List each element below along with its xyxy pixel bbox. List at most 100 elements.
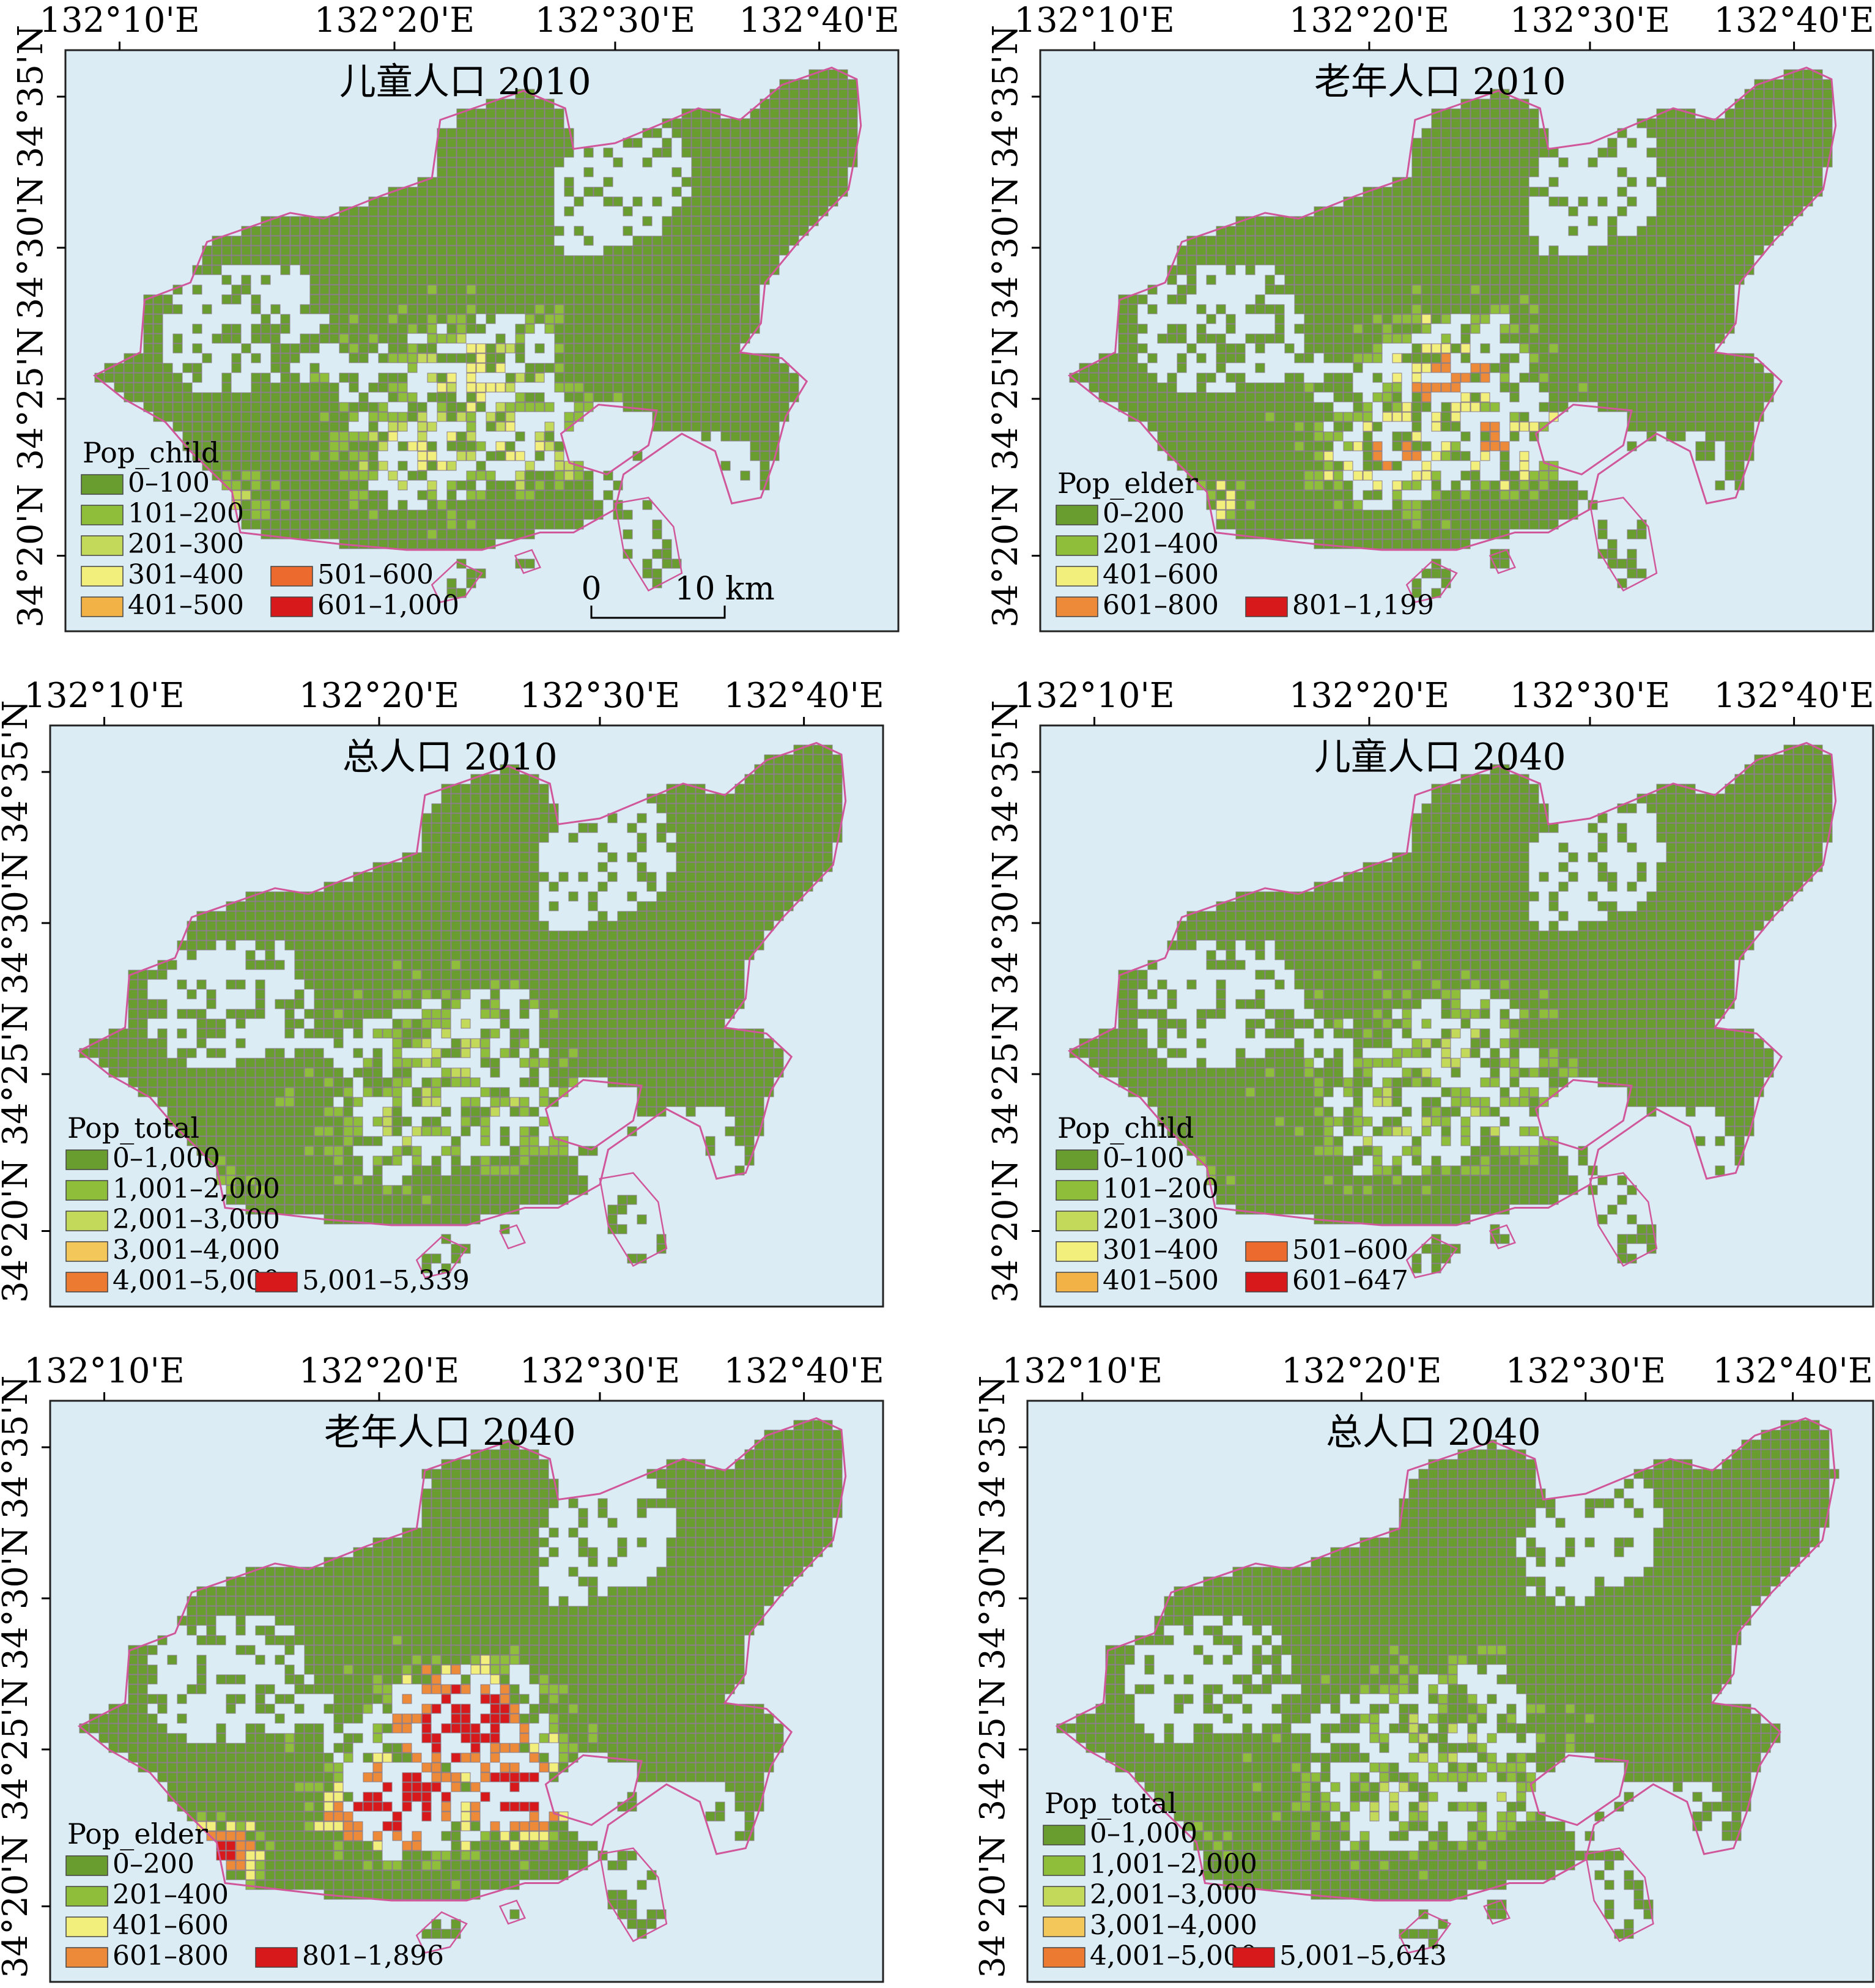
grid-cell xyxy=(715,921,725,931)
grid-cell xyxy=(1519,177,1529,187)
grid-cell xyxy=(1558,255,1569,265)
grid-cell xyxy=(799,138,809,148)
grid-cell xyxy=(1323,451,1334,461)
grid-cell xyxy=(1206,333,1216,344)
grid-cell xyxy=(172,412,183,422)
grid-cell xyxy=(1725,363,1735,373)
grid-cell xyxy=(437,177,447,187)
grid-cell xyxy=(1627,343,1637,354)
grid-cell xyxy=(163,412,173,422)
grid-cell xyxy=(808,98,819,109)
grid-cell xyxy=(1323,275,1334,285)
grid-cell xyxy=(358,451,369,461)
grid-cell xyxy=(544,519,555,530)
grid-cell xyxy=(823,764,833,774)
grid-cell xyxy=(1137,363,1148,373)
grid-cell xyxy=(1216,333,1226,344)
grid-cell xyxy=(1323,510,1334,520)
grid-cell xyxy=(642,255,653,265)
grid-cell xyxy=(1617,187,1627,197)
grid-cell xyxy=(417,510,427,520)
grid-cell xyxy=(349,470,359,481)
grid-cell xyxy=(343,891,353,902)
grid-cell xyxy=(265,891,275,902)
grid-cell xyxy=(1744,382,1755,393)
grid-cell xyxy=(1196,333,1207,344)
grid-cell xyxy=(1343,304,1353,314)
grid-cell xyxy=(711,118,721,128)
grid-cell xyxy=(1519,333,1529,344)
grid-cell xyxy=(460,891,471,902)
grid-cell xyxy=(1500,177,1510,187)
grid-cell xyxy=(1402,451,1412,461)
grid-cell xyxy=(760,402,770,412)
grid-cell xyxy=(1676,343,1686,354)
grid-cell xyxy=(1627,196,1637,207)
grid-cell xyxy=(407,206,418,217)
grid-cell xyxy=(339,480,349,491)
grid-cell xyxy=(153,382,163,393)
grid-cell xyxy=(490,872,500,882)
bay-coastline xyxy=(560,403,658,476)
grid-cell xyxy=(1226,402,1236,412)
grid-cell xyxy=(534,363,545,373)
grid-cell xyxy=(495,451,506,461)
grid-cell xyxy=(505,167,516,177)
grid-cell xyxy=(832,793,843,804)
grid-cell xyxy=(1294,412,1304,422)
grid-cell xyxy=(632,255,643,265)
grid-cell xyxy=(412,911,422,921)
grid-cell xyxy=(319,451,330,461)
grid-cell xyxy=(1274,382,1285,393)
grid-cell xyxy=(290,519,300,530)
grid-cell xyxy=(1558,196,1569,207)
grid-cell xyxy=(715,950,725,960)
grid-cell xyxy=(646,911,657,921)
grid-cell xyxy=(769,216,780,226)
grid-cell xyxy=(300,412,310,422)
grid-cell xyxy=(1226,431,1236,442)
grid-cell xyxy=(1813,167,1823,177)
grid-cell xyxy=(251,373,261,383)
grid-cell xyxy=(460,823,471,833)
grid-cell xyxy=(1685,226,1696,236)
grid-cell xyxy=(779,206,790,217)
grid-cell xyxy=(1421,304,1432,314)
grid-cell xyxy=(1607,147,1618,158)
grid-cell xyxy=(838,167,848,177)
grid-cell xyxy=(1705,265,1715,275)
grid-cell xyxy=(632,363,643,373)
grid-cell xyxy=(1490,128,1500,138)
grid-cell xyxy=(1128,333,1138,344)
grid-cell xyxy=(1607,138,1618,148)
grid-cell xyxy=(1304,451,1314,461)
grid-cell xyxy=(1372,236,1383,246)
grid-cell xyxy=(686,872,696,882)
legend-label: 601–800 xyxy=(1103,590,1219,621)
grid-cell xyxy=(1627,265,1637,275)
grid-cell xyxy=(1460,147,1471,158)
grid-cell xyxy=(764,813,774,823)
grid-cell xyxy=(251,294,261,305)
legend-swatch xyxy=(81,505,124,525)
grid-cell xyxy=(1676,421,1686,432)
grid-cell xyxy=(221,451,232,461)
grid-cell xyxy=(740,138,750,148)
grid-cell xyxy=(407,275,418,285)
grid-cell xyxy=(1098,363,1109,373)
grid-cell xyxy=(1323,519,1334,530)
grid-cell xyxy=(333,970,344,980)
grid-cell xyxy=(329,255,339,265)
grid-cell xyxy=(251,500,261,510)
grid-cell xyxy=(495,157,506,168)
grid-cell xyxy=(1235,382,1246,393)
grid-cell xyxy=(1255,519,1265,530)
grid-cell xyxy=(769,187,780,197)
grid-cell xyxy=(603,373,613,383)
grid-cell xyxy=(750,216,760,226)
grid-cell xyxy=(1294,245,1304,256)
grid-cell xyxy=(441,999,451,1009)
grid-cell xyxy=(1617,304,1627,314)
grid-cell xyxy=(711,343,721,354)
